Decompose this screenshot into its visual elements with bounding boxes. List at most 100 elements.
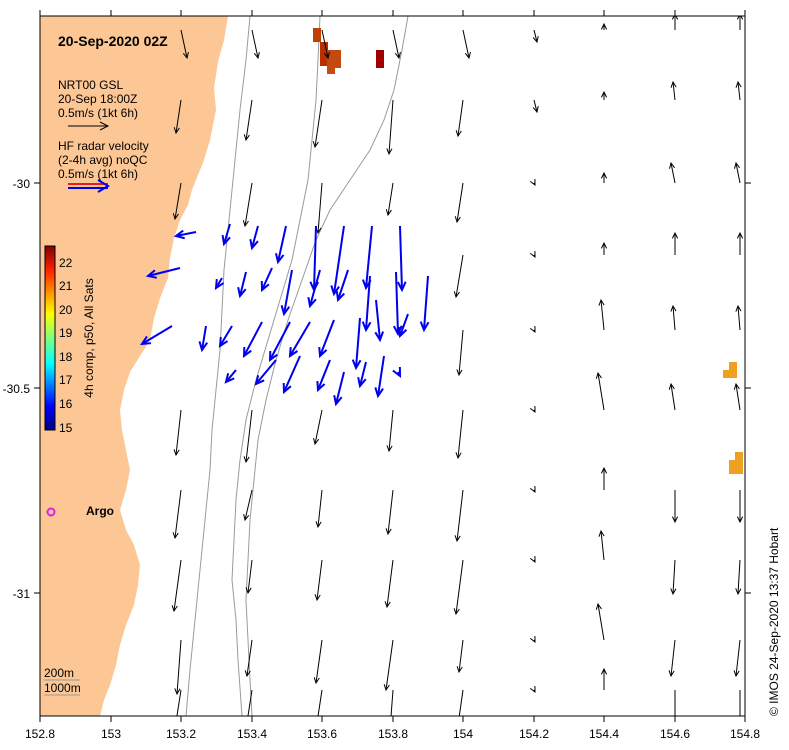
model-current-arrow [532,29,539,44]
colorbar-tick: 19 [59,326,73,340]
model-current-arrow [385,182,394,217]
model-current-arrow [462,29,471,60]
colorbar-tick: 18 [59,350,73,364]
model-current-arrow [600,466,608,490]
model-current-arrow [455,409,464,460]
colorbar-tick: 20 [59,303,73,317]
model-current-arrow [529,555,536,564]
x-tick-label: 153 [101,727,121,741]
radar-velocity-arrow [198,325,209,353]
radar-velocity-arrow [333,371,345,407]
depth-label-1000m: 1000m [44,681,81,695]
radar-velocity-arrow [330,225,345,297]
model-current-arrow [453,254,464,299]
sst-pixel [327,66,335,74]
colorbar-gradient [44,245,56,431]
radar-velocity-arrow [237,271,247,299]
model-current-arrow [242,182,253,228]
model-current-arrows [171,16,744,716]
model-current-arrow [455,99,464,138]
radar-velocity-arrow [249,225,259,251]
model-current-arrow [174,639,182,696]
model-current-arrow [172,182,182,221]
model-current-arrow [669,161,676,184]
model-current-arrow [383,639,394,692]
colorbar-label: 4h comp, p50, All Sats [82,278,96,397]
model-current-arrow [670,559,677,596]
model-current-arrow [251,29,260,60]
radar-velocity-arrow [392,366,402,379]
y-tick-label: -31 [13,587,31,601]
model-current-arrow [595,602,605,641]
model-current-arrow [671,231,679,255]
radar-velocity-arrow [214,277,225,290]
radar-velocity-arrow [140,325,173,346]
x-tick-label: 153.8 [378,727,408,741]
colorbar-tick: 16 [59,397,73,411]
sst-pixel [729,362,737,378]
model-scale: 0.5m/s (1kt 6h) [58,106,138,120]
model-current-arrow [529,485,536,494]
radar-velocity-arrow [398,313,409,339]
x-tick-label: 154 [453,727,473,741]
model-current-arrow [670,80,677,101]
model-current-arrow [674,690,676,716]
model-current-arrow [529,405,536,414]
model-current-arrow [735,559,742,596]
radar-scale-arrow [68,179,110,193]
model-current-arrow [600,90,608,100]
radar-velocity-arrow [351,317,362,371]
model-current-arrow [736,16,744,30]
depth-label-200m: 200m [44,666,74,680]
model-current-arrow [595,371,605,411]
model-current-arrow [172,489,182,540]
sst-pixel [729,460,737,474]
sst-pixel [313,28,321,42]
radar-velocity-arrow [221,223,231,247]
model-current-arrow [243,99,253,142]
model-current-arrow [736,231,744,255]
model-current-arrow [392,29,401,60]
isobath-1000m [245,16,409,716]
radar-velocity-arrow [280,269,293,317]
y-tick-label: -30 [13,177,31,191]
y-tick-label: -30.5 [3,382,31,396]
argo-label: Argo [86,504,114,518]
model-current-arrow [456,329,464,377]
radar-velocity-arrows [140,223,430,407]
model-current-arrow [600,241,608,255]
radar-velocity-arrow [318,319,335,359]
radar-velocity-arrow [374,355,385,399]
model-current-arrow [313,409,323,446]
model-current-arrow [529,325,536,334]
model-current-arrow [670,304,677,331]
model-current-arrow [735,304,742,331]
model-current-arrow [671,16,679,30]
x-tick-labels: 152.8 153 153.2 153.4 153.6 153.8 154 15… [25,727,760,741]
radar-velocity-arrow [307,269,321,309]
model-current-arrow [176,689,182,716]
model-current-arrow [173,99,182,135]
model-current-arrow [733,382,741,411]
model-current-arrow [529,178,536,187]
radar-velocity-arrow [335,269,349,303]
model-current-arrow [386,409,394,453]
radar-velocity-arrow [419,275,430,333]
model-current-arrow [315,489,323,529]
model-current-arrow [317,689,323,716]
sst-pixel [376,50,384,68]
model-current-arrow [180,29,189,60]
x-tick-label: 154.6 [660,727,690,741]
depth-legend: 200m 1000m [44,666,81,696]
isobath-200m [185,16,321,716]
model-current-arrow [453,559,464,616]
model-time: 20-Sep 18:00Z [58,92,137,106]
colorbar-tick: 21 [59,279,73,293]
sst-pixel [723,370,731,378]
model-current-arrow [458,689,464,716]
radar-velocity-arrow [242,321,263,359]
map-legend: NRT00 GSL 20-Sep 18:00Z 0.5m/s (1kt 6h) … [58,78,149,193]
model-current-arrow [173,409,182,457]
radar-velocity-arrow [288,321,311,358]
radar-velocity-arrow [396,225,407,293]
